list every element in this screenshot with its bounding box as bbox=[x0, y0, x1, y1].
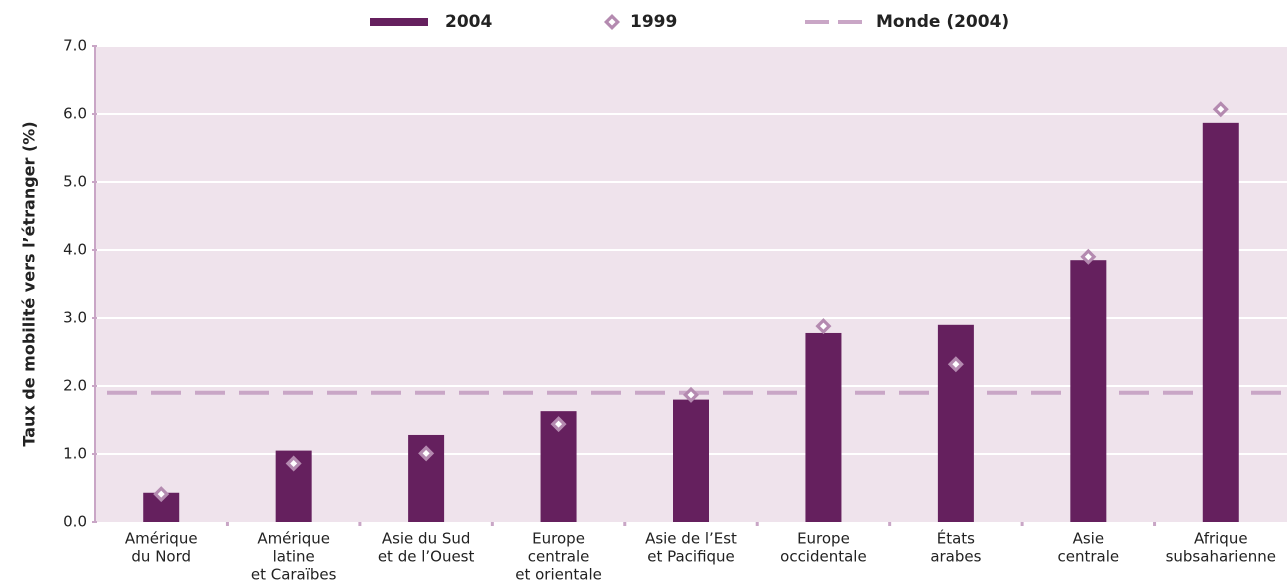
diamond-inner bbox=[157, 490, 165, 498]
x-tick-label: Europe bbox=[532, 530, 585, 548]
y-axis-label: Taux de mobilité vers l’étranger (%) bbox=[20, 121, 39, 446]
diamond-inner bbox=[555, 420, 563, 428]
x-tick-label: et Caraïbes bbox=[251, 566, 337, 584]
bar bbox=[1202, 122, 1239, 522]
legend-label: 2004 bbox=[445, 12, 492, 32]
x-tick-label: Amérique bbox=[257, 530, 330, 548]
y-tick-label: 5.0 bbox=[63, 173, 87, 191]
bar bbox=[937, 324, 974, 522]
legend-label: 1999 bbox=[630, 12, 677, 32]
x-tick-label: États bbox=[937, 529, 975, 548]
diamond-inner bbox=[687, 391, 695, 399]
x-tick-label: et Pacifique bbox=[647, 548, 735, 566]
diamond bbox=[418, 445, 435, 462]
diamond bbox=[153, 486, 170, 503]
diamond bbox=[1212, 101, 1229, 118]
diamond-inner bbox=[1217, 105, 1225, 113]
y-tick-label: 4.0 bbox=[63, 241, 87, 259]
diamond bbox=[285, 455, 302, 472]
legend-swatch bbox=[370, 18, 428, 26]
x-tick-label: Amérique bbox=[125, 530, 198, 548]
x-tick-label: centrale bbox=[1058, 548, 1120, 566]
legend-label: Monde (2004) bbox=[876, 12, 1009, 32]
diamond-inner bbox=[422, 449, 430, 457]
x-tick-label: occidentale bbox=[780, 548, 867, 566]
diamond-inner bbox=[819, 322, 827, 330]
x-tick-label: Afrique bbox=[1194, 530, 1248, 548]
diamond-inner bbox=[952, 360, 960, 368]
diamond bbox=[1080, 248, 1097, 265]
x-tick-label: Asie de l’Est bbox=[645, 530, 737, 548]
diamond bbox=[683, 386, 699, 403]
diamond bbox=[815, 318, 832, 335]
x-tick-label: arabes bbox=[930, 548, 981, 566]
x-tick-label: Asie bbox=[1073, 530, 1104, 548]
y-tick-label: 7.0 bbox=[63, 37, 87, 55]
x-tick-label: subsaharienne bbox=[1166, 548, 1276, 566]
diamond bbox=[550, 416, 567, 433]
y-tick-label: 0.0 bbox=[63, 513, 87, 531]
x-tick-label: latine bbox=[273, 548, 315, 566]
y-tick-label: 1.0 bbox=[63, 445, 87, 463]
x-tick-label: Asie du Sud bbox=[382, 530, 471, 548]
y-tick-label: 3.0 bbox=[63, 309, 87, 327]
bar bbox=[805, 332, 842, 522]
diamond bbox=[947, 356, 964, 373]
y-tick-label: 2.0 bbox=[63, 377, 87, 395]
x-tick-label: Europe bbox=[797, 530, 850, 548]
diamond bbox=[604, 14, 620, 30]
diamond-inner bbox=[1084, 253, 1092, 261]
y-tick-label: 6.0 bbox=[63, 105, 87, 123]
bar bbox=[1070, 260, 1107, 522]
x-tick-label: du Nord bbox=[131, 548, 191, 566]
x-tick-label: et de l’Ouest bbox=[378, 548, 475, 566]
x-tick-label: centrale bbox=[528, 548, 590, 566]
diamond-inner bbox=[290, 460, 298, 468]
x-tick-label: et orientale bbox=[515, 566, 602, 584]
bar bbox=[673, 399, 709, 522]
diamond-inner bbox=[608, 18, 616, 26]
